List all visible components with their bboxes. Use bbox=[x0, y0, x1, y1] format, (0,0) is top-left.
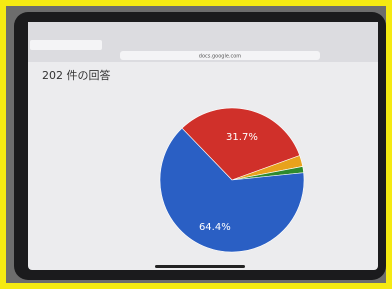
slice-label: 31.7% bbox=[226, 132, 258, 143]
home-indicator bbox=[155, 265, 245, 268]
tab bbox=[30, 40, 102, 50]
chart-title: 202 件の回答 bbox=[42, 68, 111, 82]
url: docs.google.com bbox=[199, 54, 242, 60]
pie: 31.7% 64.4% bbox=[160, 108, 304, 252]
slice-label: 64.4% bbox=[199, 222, 231, 233]
screenshot: docs.google.com 202 件の回答 31.7% 64.4% bbox=[0, 0, 392, 289]
